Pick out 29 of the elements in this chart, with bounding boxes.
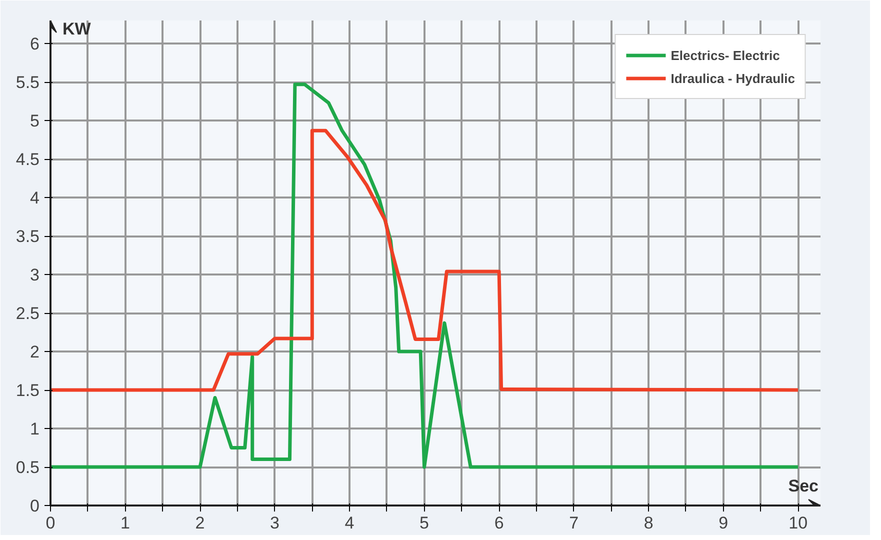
x-tick-label: 9 [718, 514, 728, 532]
y-tick-label: 3 [30, 266, 40, 285]
legend-label: Electrics- Electric [670, 48, 780, 62]
y-tick-label: 4.5 [16, 150, 40, 170]
y-tick-label: 1 [30, 420, 40, 439]
y-axis-title: KW [62, 20, 92, 38]
y-tick-label: 5.5 [16, 73, 40, 92]
y-tick-label: 0.5 [16, 458, 40, 478]
x-tick-label: 8 [644, 514, 654, 532]
x-axis-title: Sec [788, 476, 818, 496]
y-tick-label: 3.5 [16, 227, 40, 246]
x-tick-label: 2 [195, 514, 205, 532]
line-series [50, 128, 800, 392]
x-tick-label: 1 [120, 514, 130, 532]
x-tick-label: 7 [569, 514, 579, 532]
x-tick-label: 3 [270, 514, 280, 532]
y-tick-label: 4 [30, 188, 40, 208]
legend-label: Idraulica - Hydraulic [670, 70, 795, 86]
y-tick-label: 5 [30, 112, 40, 131]
x-tick-label: 5 [420, 514, 430, 532]
x-tick-label: 0 [46, 514, 56, 532]
x-tick-label: 6 [494, 514, 504, 532]
y-tick-label: 6 [30, 34, 40, 54]
y-tick-label: 2 [30, 342, 40, 362]
y-tick-label: 0 [30, 496, 40, 516]
y-tick-label: 2.5 [16, 304, 40, 324]
x-tick-label: 10 [788, 514, 808, 532]
y-tick-label: 1.5 [16, 381, 40, 400]
x-tick-label: 4 [344, 514, 354, 532]
